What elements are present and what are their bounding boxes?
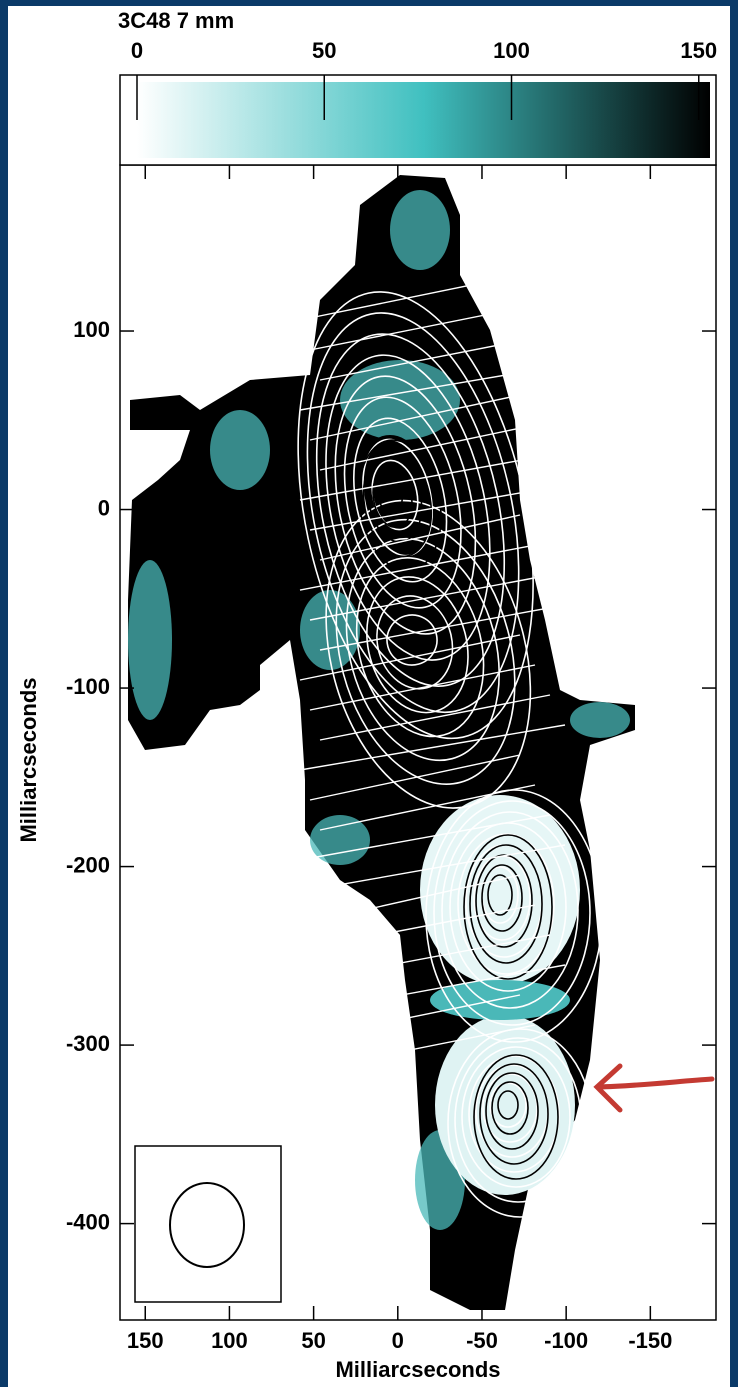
- contour: [454, 1037, 582, 1203]
- contour: [372, 467, 413, 529]
- vector: [299, 544, 536, 591]
- contour: [386, 614, 438, 666]
- colorbar-tick-label: 100: [493, 38, 530, 63]
- x-tick-label: -100: [544, 1328, 588, 1353]
- y-tick-label: -100: [66, 674, 110, 699]
- vector: [309, 664, 536, 711]
- y-tick-label: 100: [73, 317, 110, 342]
- y-tick-label: 0: [98, 495, 110, 520]
- colorbar-tick-label: 0: [131, 38, 143, 63]
- vector: [299, 904, 536, 951]
- contour: [366, 576, 469, 714]
- x-tick-label: -50: [466, 1328, 498, 1353]
- contour: [325, 354, 491, 661]
- vector: [309, 754, 521, 801]
- contour: [447, 1028, 593, 1218]
- contour: [433, 800, 591, 1026]
- vector: [299, 634, 521, 681]
- chart-title: 3C48 7 mm: [118, 8, 234, 33]
- vector: [309, 484, 566, 531]
- colorbar-tick-label: 50: [312, 38, 336, 63]
- vector: [309, 934, 551, 981]
- vector: [299, 454, 551, 501]
- x-tick-label: 0: [392, 1328, 404, 1353]
- vector: [319, 964, 566, 1011]
- contour: [468, 1055, 560, 1173]
- vector: [319, 694, 551, 741]
- vector: [319, 604, 566, 651]
- contour: [325, 499, 532, 809]
- contour: [497, 1090, 519, 1120]
- vector: [309, 394, 521, 441]
- contour: [315, 333, 506, 687]
- vector: [299, 814, 551, 861]
- contour: [479, 1063, 549, 1165]
- beam: [169, 1182, 245, 1268]
- contour: [489, 1082, 527, 1128]
- contour: [481, 864, 523, 932]
- vector: [319, 424, 536, 471]
- contour: [475, 854, 533, 948]
- vector: [319, 334, 551, 381]
- contour: [473, 1054, 559, 1180]
- vector: [299, 994, 521, 1041]
- x-tick-label: 100: [211, 1328, 248, 1353]
- contour: [485, 1072, 539, 1150]
- contour: [491, 1081, 529, 1135]
- x-tick-label: 150: [127, 1328, 164, 1353]
- y-tick-label: -400: [66, 1209, 110, 1234]
- contour: [343, 396, 462, 609]
- y-axis-label: Milliarcseconds: [16, 677, 41, 842]
- image: [128, 175, 635, 1310]
- vector: [309, 574, 551, 621]
- colorbar-tick-label: 150: [680, 38, 717, 63]
- vector: [299, 274, 521, 321]
- contour: [376, 476, 404, 514]
- contour: [457, 833, 555, 975]
- vector: [309, 844, 566, 891]
- contour: [487, 874, 513, 916]
- contour: [358, 439, 442, 572]
- vector: [319, 784, 536, 831]
- contour: [306, 312, 520, 714]
- arrow: [593, 1063, 715, 1113]
- contour: [469, 844, 543, 964]
- contour: [463, 834, 553, 980]
- contour: [441, 811, 579, 1009]
- x-tick-label: 50: [301, 1328, 325, 1353]
- vector: [299, 724, 566, 771]
- vector: [309, 304, 536, 351]
- contour: [352, 417, 448, 583]
- beam-box: [134, 1145, 282, 1303]
- contour: [376, 595, 454, 690]
- vector: [309, 1024, 536, 1071]
- vector: [319, 514, 521, 561]
- contour: [461, 1046, 571, 1188]
- vector: [299, 364, 566, 411]
- vector: [319, 874, 521, 921]
- y-tick-label: -200: [66, 852, 110, 877]
- contour: [482, 1073, 538, 1143]
- colorbar: [137, 82, 710, 158]
- x-tick-label: -150: [628, 1328, 672, 1353]
- knot: [435, 1015, 575, 1195]
- contour: [334, 375, 477, 635]
- x-axis-label: Milliarcseconds: [335, 1357, 500, 1382]
- y-tick-label: -300: [66, 1031, 110, 1056]
- knot: [430, 980, 570, 1020]
- contour: [362, 448, 433, 558]
- contours: [297, 274, 603, 1218]
- contour: [335, 518, 516, 785]
- contour: [355, 557, 485, 738]
